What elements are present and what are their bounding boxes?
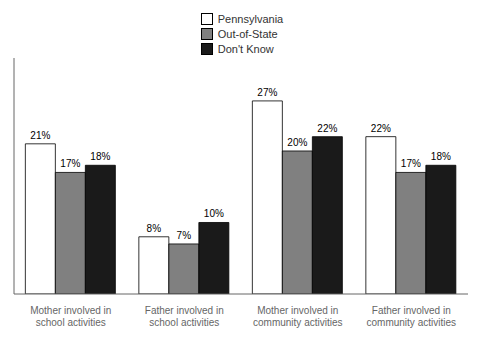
svg-text:22%: 22%: [317, 123, 337, 134]
html-text:Out-of-State: Out-of-State: [217, 28, 278, 40]
svg-text:Father involved inschool activ: Father involved inschool activities: [145, 305, 224, 328]
svg-text:21%: 21%: [30, 130, 50, 141]
svg-text:22%: 22%: [371, 123, 391, 134]
html-text:Pennsylvania: Pennsylvania: [217, 13, 284, 25]
svg-text:17%: 17%: [60, 158, 80, 169]
svg-text:18%: 18%: [90, 151, 110, 162]
svg-text:Mother involved incommunity ac: Mother involved incommunity activities: [253, 305, 342, 328]
svg-text:8%: 8%: [147, 223, 162, 234]
svg-text:10%: 10%: [204, 208, 224, 219]
svg-text:17%: 17%: [401, 158, 421, 169]
svg-text:7%: 7%: [177, 230, 192, 241]
svg-text:18%: 18%: [431, 151, 451, 162]
html-text:Don't Know: Don't Know: [217, 43, 274, 55]
svg-text:Father involved incommunity ac: Father involved incommunity activities: [367, 305, 456, 328]
svg-text:20%: 20%: [287, 137, 307, 148]
svg-text:27%: 27%: [257, 87, 277, 98]
svg-text:Mother involved inschool activ: Mother involved inschool activities: [30, 305, 111, 328]
